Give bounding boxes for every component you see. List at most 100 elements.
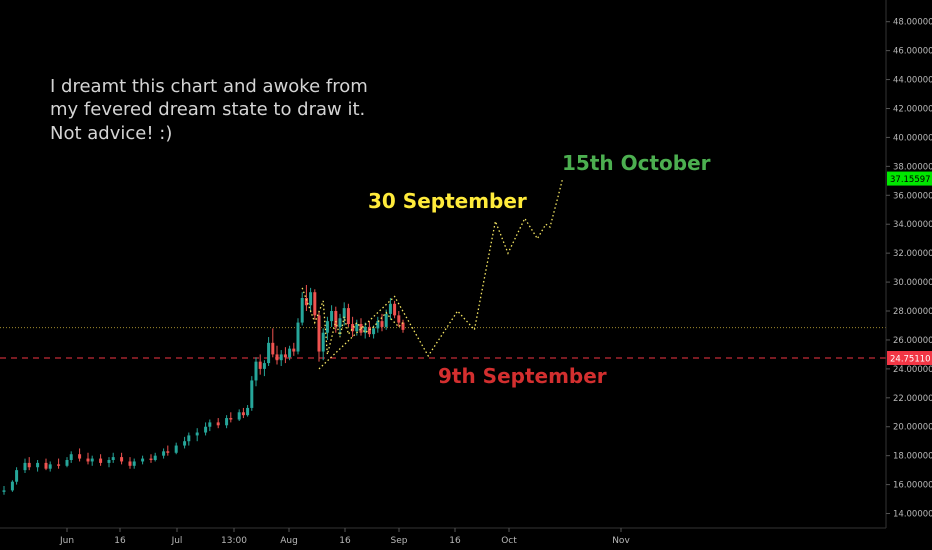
- candle-body: [262, 363, 266, 369]
- candle[interactable]: [376, 316, 380, 333]
- candle[interactable]: [166, 445, 170, 456]
- candle-body: [300, 297, 304, 323]
- candle[interactable]: [141, 455, 145, 465]
- candle[interactable]: [254, 357, 258, 387]
- candle[interactable]: [397, 311, 401, 327]
- candle[interactable]: [380, 313, 384, 332]
- candle-body: [355, 324, 359, 332]
- current-price-tag: 37.15597: [887, 171, 932, 186]
- candle[interactable]: [65, 457, 69, 468]
- candle[interactable]: [351, 316, 355, 338]
- candle-body: [99, 458, 103, 463]
- candle[interactable]: [90, 455, 94, 466]
- candle[interactable]: [229, 412, 233, 423]
- candle[interactable]: [363, 322, 367, 339]
- candle-body: [363, 326, 367, 333]
- candle[interactable]: [250, 376, 254, 411]
- note-line-3: Not advice! :): [50, 123, 172, 144]
- candle-body: [267, 342, 271, 364]
- candle[interactable]: [237, 409, 241, 421]
- level-price-tag-background: [887, 351, 932, 366]
- candle[interactable]: [162, 448, 166, 459]
- candle[interactable]: [241, 407, 245, 419]
- candle-body: [338, 318, 342, 327]
- candle[interactable]: [321, 328, 325, 361]
- note-text: I dreamt this chart and awoke from my fe…: [50, 76, 368, 144]
- candle[interactable]: [132, 458, 136, 469]
- candle[interactable]: [69, 451, 73, 463]
- candle-body: [69, 454, 73, 461]
- candle[interactable]: [208, 419, 212, 432]
- candle[interactable]: [149, 454, 153, 463]
- candle[interactable]: [313, 289, 317, 320]
- candle[interactable]: [48, 461, 52, 472]
- candle[interactable]: [292, 342, 296, 356]
- candle[interactable]: [174, 442, 178, 455]
- candle[interactable]: [258, 354, 262, 375]
- candle[interactable]: [187, 432, 191, 446]
- candle[interactable]: [128, 457, 132, 469]
- candle[interactable]: [393, 300, 397, 319]
- candle-body: [372, 328, 376, 335]
- candle-body: [397, 315, 401, 323]
- candle[interactable]: [346, 303, 350, 327]
- candle[interactable]: [309, 287, 313, 313]
- candle[interactable]: [271, 328, 275, 358]
- note-line-1: I dreamt this chart and awoke from: [50, 76, 368, 97]
- candle[interactable]: [195, 428, 199, 442]
- candle-body: [401, 322, 405, 330]
- candle[interactable]: [10, 480, 14, 492]
- candle[interactable]: [296, 318, 300, 355]
- candle[interactable]: [86, 452, 90, 465]
- candle[interactable]: [334, 306, 338, 333]
- candle[interactable]: [288, 345, 292, 361]
- candle[interactable]: [204, 422, 208, 436]
- candle[interactable]: [246, 405, 250, 417]
- candle[interactable]: [283, 347, 287, 364]
- time-tick-label: Jul: [171, 536, 183, 546]
- candle[interactable]: [267, 337, 271, 366]
- candle[interactable]: [304, 284, 308, 312]
- candle[interactable]: [388, 297, 392, 320]
- price-axis[interactable]: 14.00000 16.00000 18.00000 20.00000 22.00000…: [886, 18, 932, 520]
- candle[interactable]: [120, 452, 124, 465]
- time-tick-label: Nov: [612, 536, 630, 546]
- candle-body: [128, 461, 132, 466]
- candle-body: [10, 481, 14, 491]
- candle[interactable]: [300, 292, 304, 326]
- candle[interactable]: [44, 458, 48, 471]
- candle[interactable]: [275, 345, 279, 365]
- candle[interactable]: [401, 319, 405, 333]
- candle[interactable]: [183, 436, 187, 449]
- candle[interactable]: [78, 448, 82, 462]
- candle-body: [351, 324, 355, 332]
- candle[interactable]: [2, 486, 6, 495]
- price-tick-label: 40.00000: [893, 133, 932, 143]
- time-axis[interactable]: Jun 16 Jul 13:00 Aug 16 Sep 16 Oct Nov: [59, 528, 630, 546]
- candle[interactable]: [216, 418, 220, 429]
- candle[interactable]: [23, 458, 27, 474]
- candle[interactable]: [262, 360, 266, 377]
- candle[interactable]: [107, 457, 111, 468]
- price-tick-label: 38.00000: [893, 162, 932, 172]
- candle[interactable]: [57, 458, 61, 469]
- candle[interactable]: [111, 452, 115, 463]
- candle[interactable]: [317, 311, 321, 362]
- candles[interactable]: [2, 284, 405, 495]
- candle[interactable]: [27, 457, 31, 471]
- candle[interactable]: [225, 415, 229, 429]
- candle-body: [254, 361, 258, 381]
- candle[interactable]: [330, 305, 334, 327]
- candle[interactable]: [338, 313, 342, 336]
- candle[interactable]: [279, 350, 283, 366]
- candle[interactable]: [325, 316, 329, 340]
- candle[interactable]: [99, 454, 103, 466]
- candle[interactable]: [342, 302, 346, 326]
- candle[interactable]: [153, 452, 157, 462]
- candle[interactable]: [15, 467, 19, 485]
- candle[interactable]: [36, 460, 40, 472]
- candle-body: [187, 435, 191, 442]
- current-price-tag-background: [887, 171, 932, 186]
- time-tick-label: 16: [449, 536, 461, 546]
